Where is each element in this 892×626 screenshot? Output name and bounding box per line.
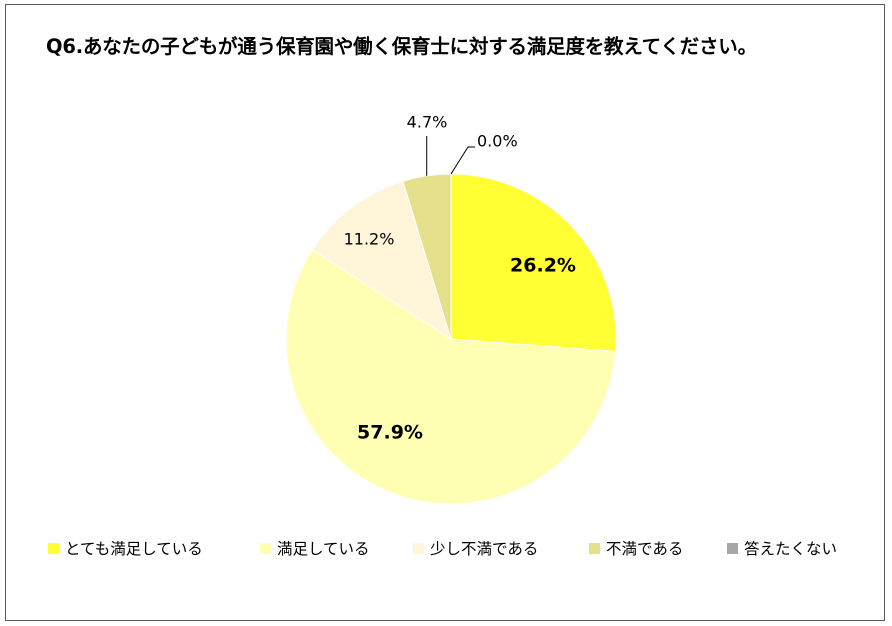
pie-slice-1 xyxy=(285,249,617,505)
legend-item-2: 少し不満である xyxy=(413,537,589,559)
pie-slice-0 xyxy=(450,173,617,352)
data-label-3: 4.7% xyxy=(407,113,448,132)
data-label-4: 0.0% xyxy=(477,132,518,151)
pie-slices xyxy=(285,173,617,505)
legend-label-1: 満足している xyxy=(277,540,370,558)
legend-swatch-2 xyxy=(413,542,424,554)
legend-item-3: 不満である xyxy=(589,537,727,559)
data-label-1: 57.9% xyxy=(357,422,423,444)
pie-data-labels: 26.2% 57.9% 11.2% 4.7% 0.0% xyxy=(344,113,576,444)
legend-label-2: 少し不満である xyxy=(430,540,539,558)
legend-item-0: とても満足している xyxy=(48,537,260,559)
legend-label-3: 不満である xyxy=(606,540,684,558)
legend-swatch-1 xyxy=(260,542,271,554)
pie-slice-3 xyxy=(402,173,452,340)
legend-item-1: 満足している xyxy=(260,537,413,559)
legend-swatch-3 xyxy=(589,542,600,554)
legend-swatch-4 xyxy=(727,542,738,554)
legend-swatch-0 xyxy=(48,542,59,554)
chart-legend: とても満足している 満足している 少し不満である 不満である 答えたくない xyxy=(48,537,857,559)
chart-title: Q6.あなたの子どもが通う保育園や働く保育士に対する満足度を教えてください。 xyxy=(46,35,757,58)
legend-item-4: 答えたくない xyxy=(727,537,857,559)
legend-label-0: とても満足している xyxy=(65,540,203,558)
legend-label-4: 答えたくない xyxy=(744,540,838,558)
pie-slice-2 xyxy=(311,180,452,341)
leader-line-4 xyxy=(450,146,475,175)
pie-leader-lines xyxy=(426,136,475,176)
data-label-2: 11.2% xyxy=(344,230,395,249)
data-label-0: 26.2% xyxy=(510,255,576,277)
